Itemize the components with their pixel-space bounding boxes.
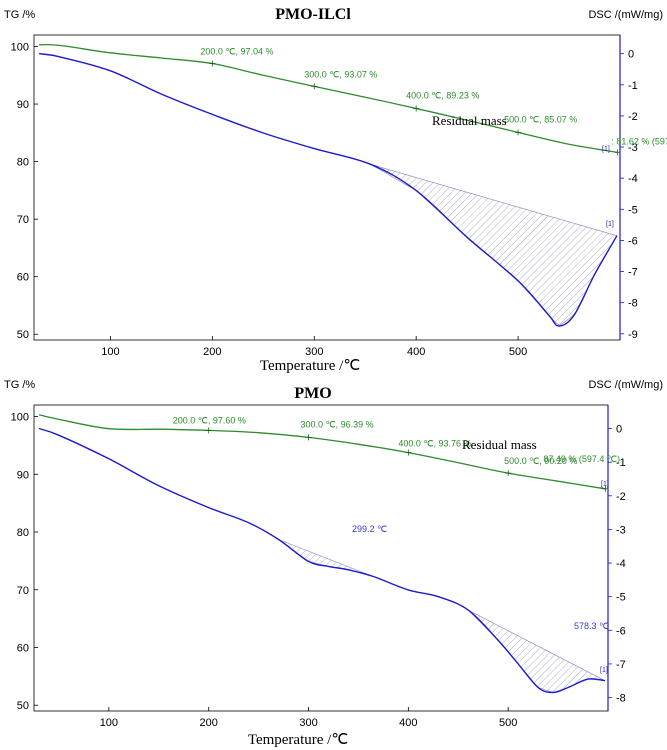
right-y-tick-label: -8 [628, 298, 638, 310]
tg-annotation-label: 500.0 ℃, 85.07 % [504, 114, 577, 124]
tg-annotations: 200.0 ℃, 97.60 % 300.0 ℃, 96.39 % 400.0 ℃,… [173, 415, 620, 492]
tg-annotation-label: 500.0 ℃, 90.20 % [504, 456, 577, 466]
x-ticks: 100 200 300 400 500 [100, 707, 517, 729]
marker-label-dsc: [1] [606, 221, 614, 228]
left-y-tick-label: 50 [17, 700, 29, 712]
right-y-tick-label: -8 [616, 693, 626, 705]
right-y-tick-label: -3 [628, 142, 638, 154]
right-y-tick-label: 0 [616, 424, 622, 436]
peak-label-2: 578.3 ℃ [574, 621, 609, 631]
tg-annotation-label: 400.0 ℃, 89.23 % [406, 90, 479, 100]
left-y-tick-label: 100 [11, 412, 29, 424]
left-y-ticks: 50 60 70 80 90 100 [11, 412, 38, 712]
panel-pmo-ilcl: TG /% PMO-ILCl DSC /(mW/mg) 100 200 300 400… [4, 6, 667, 374]
dsc-curve [38, 427, 606, 694]
x-tick-label: 300 [299, 717, 317, 729]
tg-annotation-label: 400.0 ℃, 93.76 % [398, 439, 471, 449]
left-axis-label: TG /% [4, 379, 35, 391]
left-y-tick-label: 90 [17, 469, 29, 481]
residual-mass-label: Residual mass [432, 113, 507, 128]
right-y-tick-label: -1 [628, 80, 638, 92]
right-y-tick-label: -5 [628, 204, 638, 216]
right-y-tick-label: -7 [616, 659, 626, 671]
x-ticks: 100 200 300 400 500 [101, 336, 527, 358]
left-y-ticks: 50 60 70 80 90 100 [11, 42, 38, 341]
right-axis-label: DSC /(mW/mg) [588, 379, 663, 391]
right-axis-label: DSC /(mW/mg) [588, 9, 663, 21]
x-tick-label: 400 [407, 346, 425, 358]
tg-curve [39, 43, 618, 153]
peak-label-1: 299.2 ℃ [352, 524, 387, 534]
left-y-tick-label: 100 [11, 42, 29, 54]
x-tick-label: 300 [305, 346, 323, 358]
left-axis-label: TG /% [4, 9, 35, 21]
marker-label: [1] [601, 481, 609, 488]
left-y-tick-label: 80 [17, 527, 29, 539]
right-y-tick-label: 0 [628, 49, 634, 61]
right-y-tick-label: -2 [616, 491, 626, 503]
right-y-tick-label: -6 [628, 235, 638, 247]
left-y-tick-label: 80 [17, 157, 29, 169]
left-y-tick-label: 90 [17, 99, 29, 111]
x-axis-label: Temperature /℃ [260, 358, 360, 374]
right-y-tick-label: -1 [616, 457, 626, 469]
tg-annotation-label: 300.0 ℃, 96.39 % [301, 419, 374, 429]
left-y-tick-label: 60 [17, 642, 29, 654]
marker-label: [1] [602, 146, 610, 153]
right-y-tick-label: -3 [616, 524, 626, 536]
tg-annotation-label: 200.0 ℃, 97.04 % [200, 47, 273, 57]
peak-integration-area [370, 163, 618, 326]
x-tick-label: 200 [200, 717, 218, 729]
tg-annotation-label: 87.49 % (597.4 ℃) [543, 454, 620, 464]
left-y-tick-label: 70 [17, 214, 29, 226]
chart-title: PMO [294, 385, 331, 402]
tg-annotation-label: : 81.62 % (597.4 ℃) [611, 136, 667, 146]
x-tick-label: 400 [399, 717, 417, 729]
right-y-tick-label: -6 [616, 625, 626, 637]
peak-integration-area-1 [278, 539, 374, 577]
x-tick-label: 100 [100, 717, 118, 729]
right-y-tick-label: -2 [628, 111, 638, 123]
right-y-tick-label: -5 [616, 592, 626, 604]
x-tick-label: 100 [101, 346, 119, 358]
right-y-tick-label: -4 [628, 173, 638, 185]
x-tick-label: 200 [203, 346, 221, 358]
right-y-tick-label: -9 [628, 329, 638, 341]
right-y-tick-label: -7 [628, 267, 638, 279]
tg-annotation-label: 300.0 ℃, 93.07 % [304, 69, 377, 79]
marker-label-dsc: [1] [600, 667, 608, 674]
residual-mass-label: Residual mass [462, 437, 537, 452]
tg-annotations: 200.0 ℃, 97.04 % 300.0 ℃, 93.07 % 400.0 ℃,… [200, 47, 667, 156]
left-y-tick-label: 60 [17, 272, 29, 284]
right-y-tick-label: -4 [616, 558, 626, 570]
tg-annotation-label: 200.0 ℃, 97.60 % [173, 415, 246, 425]
x-tick-label: 500 [509, 346, 527, 358]
x-axis-label: Temperature /℃ [248, 732, 348, 748]
right-y-ticks: 0 -1 -2 -3 -4 -5 -6 -7 -8 -9 [620, 49, 638, 341]
x-tick-label: 500 [499, 717, 517, 729]
panel-pmo: TG /% PMO DSC /(mW/mg) 100 200 300 400 500 5… [4, 379, 663, 748]
dsc-curve [38, 53, 618, 327]
right-y-ticks: 0 -1 -2 -3 -4 -5 -6 -7 -8 [608, 424, 626, 705]
left-y-tick-label: 70 [17, 585, 29, 597]
chart-title: PMO-ILCl [275, 6, 351, 23]
left-y-tick-label: 50 [17, 329, 29, 341]
